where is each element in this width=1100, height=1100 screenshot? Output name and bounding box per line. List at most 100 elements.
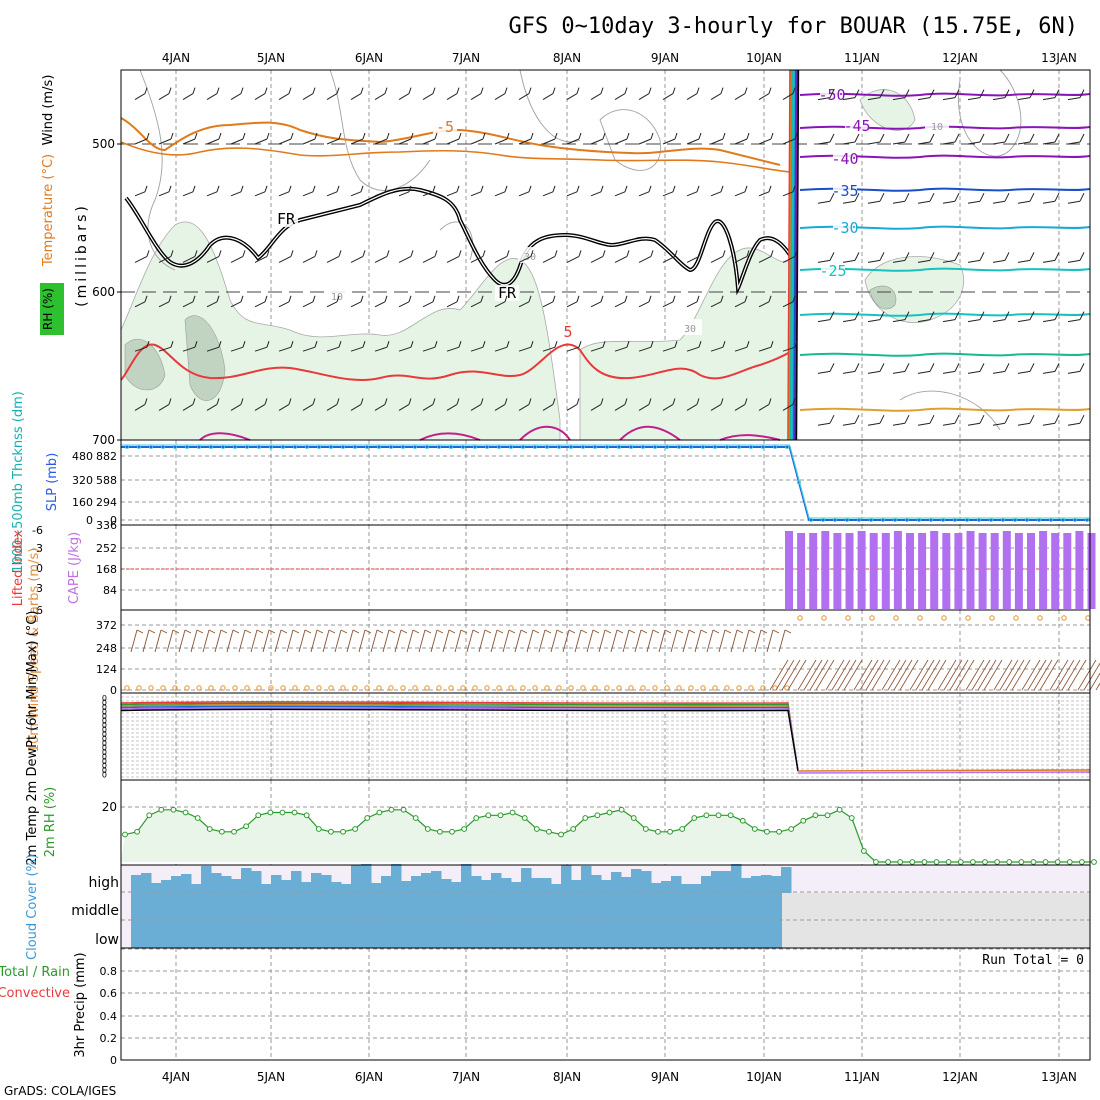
wind10m-barb-flag xyxy=(172,629,180,634)
wind-speed-marker xyxy=(172,685,178,691)
wind-barb-flag xyxy=(576,398,580,405)
wind-speed-marker xyxy=(760,685,766,691)
x-tick-label-bottom: 7JAN xyxy=(452,1070,480,1084)
wind-barb xyxy=(422,403,434,411)
thickness-marker xyxy=(749,444,754,449)
wind-barb xyxy=(326,301,338,308)
wind-barb-flag xyxy=(674,341,678,348)
wind-barb xyxy=(1042,370,1056,374)
rh-shade-dark xyxy=(869,285,897,310)
cloud-high-block xyxy=(361,864,372,893)
rh2m-point xyxy=(933,859,940,865)
wind-barb xyxy=(710,93,722,101)
wind-barb xyxy=(1017,370,1031,374)
wind-barb-flag xyxy=(146,341,150,348)
wind10m-barb xyxy=(646,629,654,653)
wind-barb-flag xyxy=(456,398,460,405)
wind-barb xyxy=(614,191,626,197)
wind-barb xyxy=(662,138,676,145)
rh2m-point xyxy=(897,859,904,865)
wind-barb-flag xyxy=(954,252,960,261)
wind10m-barb xyxy=(562,629,570,653)
thickness-marker xyxy=(689,444,694,449)
cloud-high-block xyxy=(301,882,312,893)
wind10m-barb-flag xyxy=(772,629,780,634)
wind-barb-flag xyxy=(650,341,654,348)
wind-barb-flag xyxy=(979,363,985,372)
wind-barb-flag xyxy=(770,341,774,348)
thickness-marker xyxy=(136,444,141,449)
rh2m-point xyxy=(146,812,153,819)
wind-barb xyxy=(967,141,981,145)
wind-barb-flag xyxy=(1004,311,1010,320)
wind-barb xyxy=(992,259,1006,263)
thickness-marker xyxy=(172,444,177,449)
contour-label-bg xyxy=(833,220,857,236)
temp-line xyxy=(120,704,799,772)
wind-barb xyxy=(182,255,196,263)
wind10m-barb-flag xyxy=(700,629,708,634)
wind-barb-flag xyxy=(530,132,534,140)
rh2m-point xyxy=(715,812,722,819)
wind-barb-flag xyxy=(458,132,462,140)
li-tick: 3 xyxy=(36,582,43,595)
wind-speed-marker xyxy=(652,685,658,691)
wind-barb-flag xyxy=(482,132,486,140)
wind-barb xyxy=(422,301,434,308)
wind-barb-flag xyxy=(552,185,556,192)
wind-barb-flag xyxy=(216,295,220,302)
wind-barb-flag xyxy=(576,295,580,302)
wind-barb xyxy=(134,255,148,263)
cape-bar xyxy=(785,531,793,609)
wind-speed-marker xyxy=(821,615,827,621)
cloud-high-block xyxy=(181,874,192,893)
wind-barb-flag xyxy=(854,89,860,98)
thickness-marker xyxy=(196,444,201,449)
wind-barb-flag xyxy=(954,89,960,98)
contour-label: FR xyxy=(277,210,296,228)
cape-bar xyxy=(966,531,975,609)
cloud-high-block xyxy=(481,880,492,893)
wind-barb-flag xyxy=(264,185,268,192)
wind10m-barb-strong xyxy=(831,659,851,691)
wind-barb-flag xyxy=(314,250,318,257)
wind-barb-flag xyxy=(528,185,532,192)
wind-speed-marker xyxy=(508,685,514,691)
x-tick-label-bottom: 9JAN xyxy=(651,1070,679,1084)
cloud-high-block xyxy=(191,884,202,893)
wind-barb-flag xyxy=(979,252,985,261)
wind-barb-flag xyxy=(600,87,604,94)
wind-barb-flag xyxy=(384,87,388,94)
wind-barb-flag xyxy=(170,250,174,257)
wind-speed-marker xyxy=(340,685,346,691)
wind-speed-marker xyxy=(424,685,430,691)
wind-barb xyxy=(992,370,1006,374)
wind-barb-flag xyxy=(194,132,198,140)
wind10m-barb-flag xyxy=(328,629,336,634)
wind-barb-flag xyxy=(312,185,316,192)
wind10m-barb-strong xyxy=(1049,659,1069,691)
wind10m-barb-strong xyxy=(1055,659,1075,691)
wind10m-barb-flag xyxy=(388,629,396,634)
wind-barb xyxy=(817,141,831,145)
y-tick-label: 700 xyxy=(92,433,115,447)
rh2m-point xyxy=(885,859,891,865)
thickness-frame xyxy=(120,439,1091,526)
wind-barb xyxy=(182,138,196,145)
wind10m-barb-strong xyxy=(881,659,901,691)
wind10m-barb-strong xyxy=(1089,672,1100,691)
cape-bar xyxy=(893,531,902,609)
cape-bar xyxy=(797,533,806,609)
wind-barb xyxy=(614,403,626,411)
wind-barb-flag xyxy=(480,295,484,302)
wind-barb-flag xyxy=(650,250,654,257)
wind-barb xyxy=(758,255,772,263)
wind-barb xyxy=(917,259,931,263)
wind-barb-flag xyxy=(722,341,726,348)
wind-barb-flag xyxy=(240,87,244,94)
wind-barb xyxy=(518,255,532,263)
wind10m-barb-flag xyxy=(760,629,768,634)
wind-barb-flag xyxy=(192,185,196,192)
rh2m-point xyxy=(618,806,625,813)
